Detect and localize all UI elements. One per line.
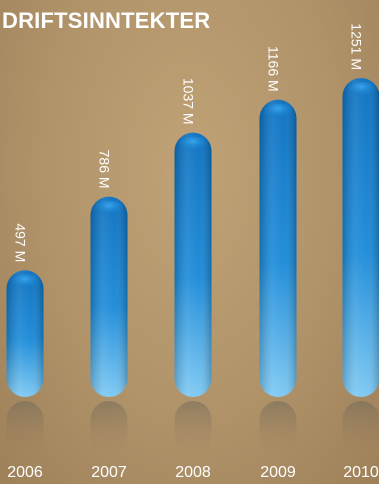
bar-reflection <box>342 401 379 455</box>
bar-value-label: 497 M <box>12 223 28 262</box>
bar-sheen <box>6 270 44 397</box>
bar-cap-highlight <box>95 200 123 217</box>
bar-group: 786 M 2007 <box>90 150 128 481</box>
bar-cap-highlight <box>347 82 375 98</box>
bar-value-label: 1037 M <box>180 78 196 125</box>
bar-group: 1037 M 2008 <box>174 78 212 481</box>
bar-group: 497 M 2006 <box>6 223 44 481</box>
category-label: 2009 <box>260 464 296 481</box>
bar-cap-highlight <box>179 136 207 153</box>
bar-sheen <box>174 132 212 397</box>
category-label: 2008 <box>175 464 211 481</box>
bar-group: 1166 M 2009 <box>259 46 297 481</box>
bar-sheen <box>90 196 128 397</box>
bar-reflection <box>6 401 44 455</box>
category-label: 2006 <box>7 464 43 481</box>
bar-reflection <box>174 401 212 455</box>
chart-title: DRIFTSINNTEKTER <box>2 8 211 33</box>
bar-cap-highlight <box>264 103 292 120</box>
bar-value-label: 786 M <box>96 150 112 189</box>
bar-value-label: 1251 M <box>348 23 364 70</box>
category-label: 2007 <box>91 464 127 481</box>
bar-reflection <box>259 401 297 455</box>
category-label: 2010 <box>343 464 379 481</box>
bar-reflection <box>90 401 128 455</box>
bar-sheen <box>259 99 297 398</box>
bar-cap-highlight <box>11 274 39 291</box>
bar-value-label: 1166 M <box>265 46 281 92</box>
bar-sheen <box>342 78 379 397</box>
bar-group: 1251 M 2010 <box>342 23 379 481</box>
